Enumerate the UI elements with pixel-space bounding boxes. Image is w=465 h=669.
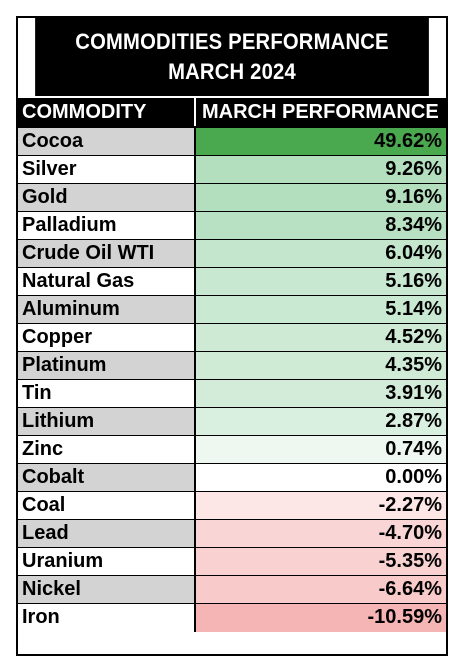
commodity-name: Copper (18, 324, 196, 351)
table-row: Gold 9.16% (18, 184, 446, 212)
table-row: Iron -10.59% (18, 604, 446, 632)
performance-value: 2.87% (196, 408, 446, 435)
commodity-name: Tin (18, 380, 196, 407)
commodity-name: Gold (18, 184, 196, 211)
performance-value: -4.70% (196, 520, 446, 547)
table-row: Aluminum 5.14% (18, 296, 446, 324)
title-line-1: COMMODITIES PERFORMANCE (75, 29, 389, 54)
performance-value: 8.34% (196, 212, 446, 239)
table-row: Palladium 8.34% (18, 212, 446, 240)
commodity-name: Uranium (18, 548, 196, 575)
table-body: Cocoa 49.62% Silver 9.26% Gold 9.16% Palladium… (18, 126, 446, 632)
table-row: Tin 3.91% (18, 380, 446, 408)
commodity-name: Zinc (18, 436, 196, 463)
column-header-commodity: COMMODITY (18, 98, 196, 126)
performance-value: 0.74% (196, 436, 446, 463)
performance-value: 9.16% (196, 184, 446, 211)
commodity-name: Aluminum (18, 296, 196, 323)
performance-value: 49.62% (196, 128, 446, 155)
performance-value: -10.59% (196, 604, 446, 632)
table-row: Platinum 4.35% (18, 352, 446, 380)
commodity-name: Crude Oil WTI (18, 240, 196, 267)
table-row: Nickel -6.64% (18, 576, 446, 604)
performance-value: -6.64% (196, 576, 446, 603)
performance-value: 6.04% (196, 240, 446, 267)
performance-value: -5.35% (196, 548, 446, 575)
performance-value: 0.00% (196, 464, 446, 491)
commodity-name: Coal (18, 492, 196, 519)
table-row: Crude Oil WTI 6.04% (18, 240, 446, 268)
table-row: Cobalt 0.00% (18, 464, 446, 492)
table-row: Zinc 0.74% (18, 436, 446, 464)
commodity-name: Lead (18, 520, 196, 547)
commodity-name: Natural Gas (18, 268, 196, 295)
table-title: COMMODITIES PERFORMANCE MARCH 2024 (35, 18, 429, 96)
performance-value: 5.14% (196, 296, 446, 323)
performance-value: 4.35% (196, 352, 446, 379)
performance-value: 4.52% (196, 324, 446, 351)
table-row: Silver 9.26% (18, 156, 446, 184)
commodity-name: Lithium (18, 408, 196, 435)
commodity-name: Iron (18, 604, 196, 632)
table-row: Lithium 2.87% (18, 408, 446, 436)
performance-value: 9.26% (196, 156, 446, 183)
commodity-name: Cocoa (18, 128, 196, 155)
commodity-name: Platinum (18, 352, 196, 379)
table-row: Uranium -5.35% (18, 548, 446, 576)
commodity-name: Cobalt (18, 464, 196, 491)
table-row: Lead -4.70% (18, 520, 446, 548)
table-row: Copper 4.52% (18, 324, 446, 352)
column-header-performance: MARCH PERFORMANCE (202, 101, 439, 123)
commodity-name: Nickel (18, 576, 196, 603)
column-header-row: COMMODITY MARCH PERFORMANCE (18, 96, 446, 126)
table-row: Cocoa 49.62% (18, 128, 446, 156)
performance-value: -2.27% (196, 492, 446, 519)
performance-value: 5.16% (196, 268, 446, 295)
table-row: Natural Gas 5.16% (18, 268, 446, 296)
table-row: Coal -2.27% (18, 492, 446, 520)
performance-table: COMMODITIES PERFORMANCE MARCH 2024 COMMO… (16, 16, 448, 656)
title-line-2: MARCH 2024 (168, 59, 296, 84)
commodity-name: Palladium (18, 212, 196, 239)
commodity-name: Silver (18, 156, 196, 183)
performance-value: 3.91% (196, 380, 446, 407)
